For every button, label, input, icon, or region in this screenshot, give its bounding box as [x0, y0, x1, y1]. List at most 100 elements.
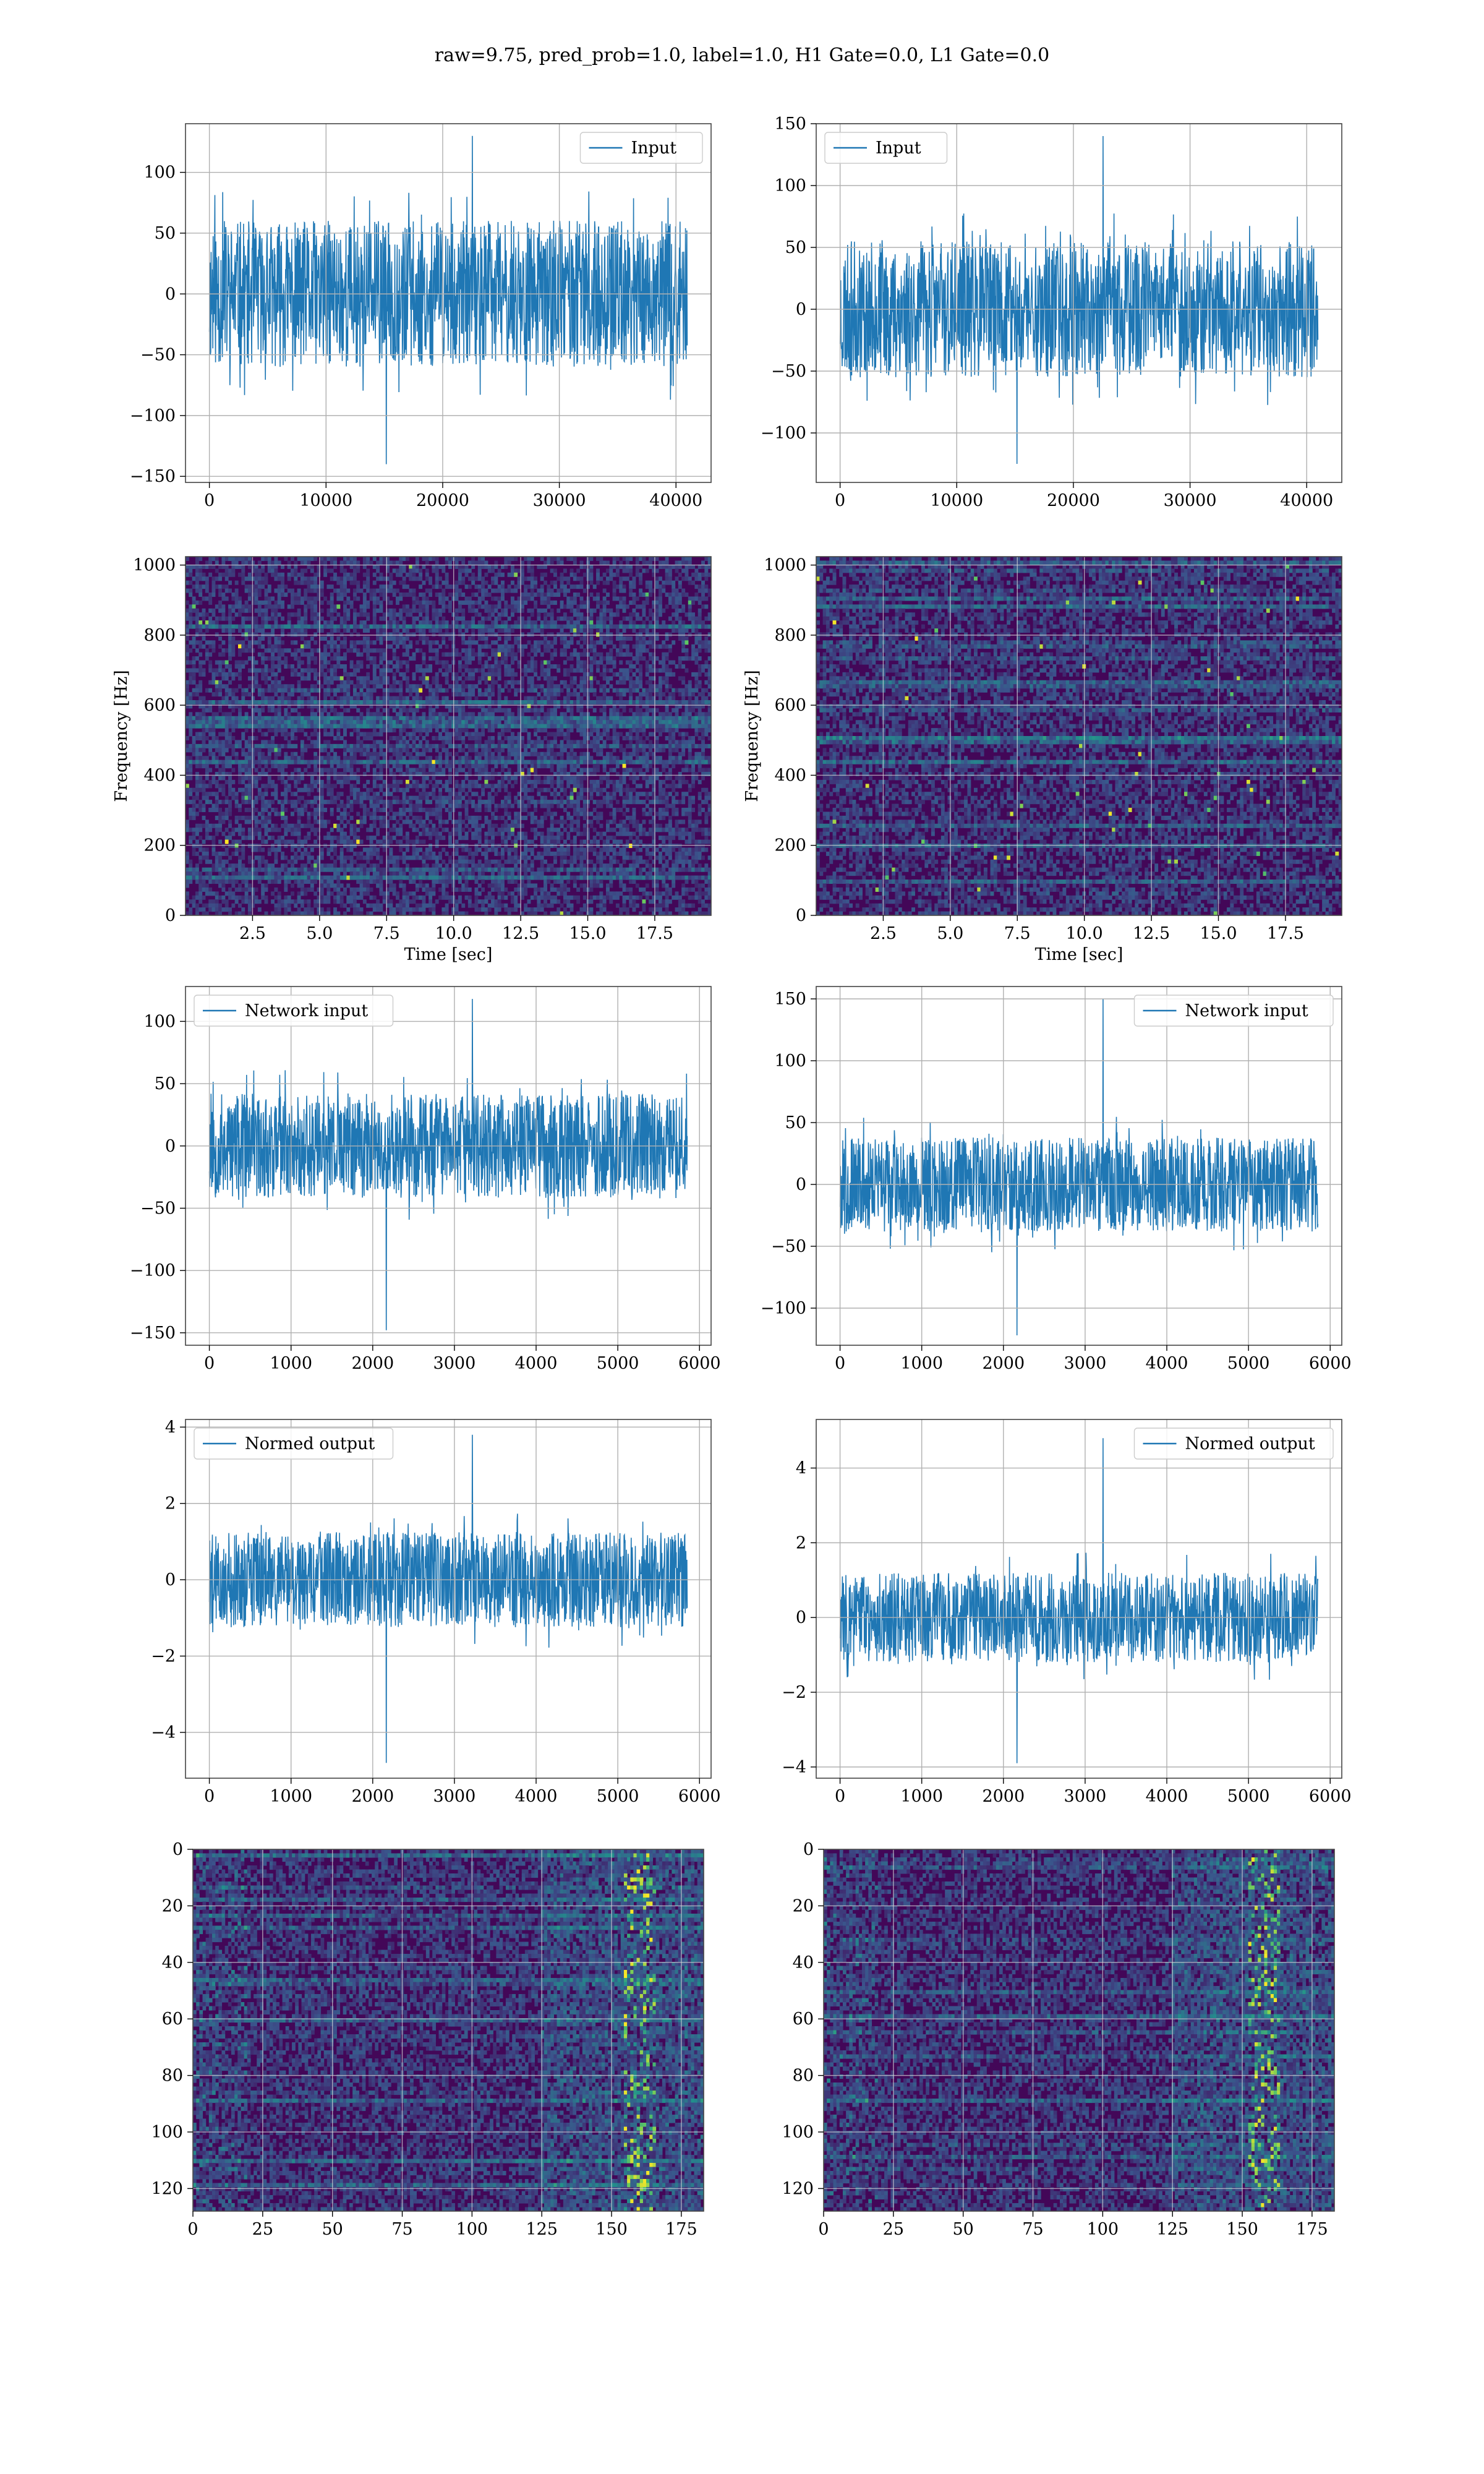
heatmap-cell	[520, 684, 524, 689]
heatmap-cell	[432, 624, 436, 629]
heatmap-cell	[304, 743, 308, 748]
heatmap-cell	[429, 724, 433, 729]
heatmap-cell	[609, 712, 613, 717]
heatmap-cell	[208, 624, 213, 629]
heatmap-cell	[238, 596, 242, 601]
heatmap-cell	[425, 696, 429, 701]
heatmap-cell	[231, 704, 236, 709]
heatmap-cell	[323, 636, 328, 641]
heatmap-cell	[491, 712, 495, 717]
heatmap-cell	[659, 680, 662, 685]
heatmap-cell	[317, 672, 321, 677]
heatmap-cell	[372, 688, 377, 693]
heatmap-cell	[701, 700, 705, 705]
heatmap-cell	[323, 648, 328, 653]
heatmap-cell	[665, 680, 669, 685]
heatmap-cell	[645, 704, 649, 709]
heatmap-cell	[448, 700, 452, 705]
heatmap-cell	[310, 576, 314, 581]
heatmap-cell	[412, 593, 416, 597]
heatmap-cell	[649, 620, 652, 625]
heatmap-cell	[366, 572, 370, 577]
heatmap-cell	[186, 720, 189, 725]
heatmap-cell	[619, 720, 623, 725]
heatmap-cell	[501, 596, 505, 601]
heatmap-cell	[251, 724, 255, 729]
heatmap-cell	[576, 684, 581, 689]
heatmap-cell	[435, 720, 439, 725]
heatmap-cell	[359, 743, 364, 748]
heatmap-cell	[192, 616, 196, 621]
heatmap-cell	[274, 572, 278, 577]
heatmap-cell	[356, 652, 360, 657]
heatmap-cell	[241, 700, 245, 705]
heatmap-cell	[412, 676, 416, 681]
heatmap-cell	[218, 716, 223, 721]
heatmap-cell	[392, 620, 396, 625]
heatmap-cell	[510, 720, 514, 725]
heatmap-cell	[362, 600, 367, 605]
heatmap-cell	[655, 720, 659, 725]
heatmap-cell	[333, 668, 337, 673]
heatmap-cell	[307, 668, 311, 673]
heatmap-cell	[487, 743, 492, 748]
heatmap-cell	[211, 584, 216, 589]
heatmap-cell	[244, 724, 249, 729]
heatmap-cell	[376, 732, 380, 737]
heatmap-cell	[271, 624, 275, 629]
heatmap-cell	[376, 608, 380, 613]
heatmap-cell	[652, 660, 656, 665]
heatmap-cell	[609, 652, 613, 657]
heatmap-cell	[392, 640, 396, 645]
heatmap-cell	[386, 576, 390, 581]
heatmap-cell	[254, 724, 258, 729]
heatmap-cell	[484, 660, 488, 665]
heatmap-cell	[349, 564, 354, 569]
heatmap-cell	[540, 640, 544, 645]
heatmap-cell	[356, 612, 360, 617]
heatmap-cell	[445, 740, 449, 745]
heatmap-cell	[530, 572, 534, 577]
heatmap-cell	[231, 748, 236, 753]
heatmap-cell	[195, 692, 199, 697]
heatmap-cell	[544, 728, 547, 733]
heatmap-cell	[547, 600, 551, 605]
heatmap-cell	[392, 704, 396, 709]
heatmap-cell	[376, 680, 380, 685]
heatmap-cell	[629, 600, 633, 605]
heatmap-cell	[277, 652, 281, 657]
heatmap-cell	[445, 584, 449, 589]
heatmap-cell	[530, 568, 534, 573]
heatmap-cell	[556, 632, 561, 637]
heatmap-cell	[612, 732, 616, 737]
heatmap-cell	[231, 564, 236, 569]
heatmap-cell	[659, 584, 662, 589]
heatmap-cell	[352, 593, 357, 597]
heatmap-cell	[589, 676, 594, 681]
heatmap-cell	[697, 576, 702, 581]
heatmap-cell	[218, 700, 223, 705]
heatmap-cell	[704, 724, 709, 729]
heatmap-cell	[688, 704, 692, 709]
heatmap-cell	[389, 584, 393, 589]
heatmap-cell	[415, 716, 419, 721]
heatmap-cell	[438, 593, 442, 597]
heatmap-cell	[504, 632, 508, 637]
heatmap-cell	[481, 720, 485, 725]
heatmap-cell	[320, 668, 324, 673]
heatmap-cell	[592, 700, 597, 705]
heatmap-cell	[501, 708, 505, 713]
heatmap-cell	[356, 743, 360, 748]
heatmap-cell	[464, 712, 469, 717]
heatmap-cell	[659, 600, 662, 605]
heatmap-cell	[707, 624, 711, 629]
heatmap-cell	[208, 644, 213, 649]
heatmap-cell	[274, 720, 278, 725]
heatmap-cell	[629, 716, 633, 721]
heatmap-cell	[359, 724, 364, 729]
heatmap-cell	[313, 580, 318, 585]
heatmap-cell	[300, 557, 304, 562]
heatmap-cell	[524, 704, 528, 709]
heatmap-cell	[467, 620, 472, 625]
heatmap-cell	[376, 716, 380, 721]
